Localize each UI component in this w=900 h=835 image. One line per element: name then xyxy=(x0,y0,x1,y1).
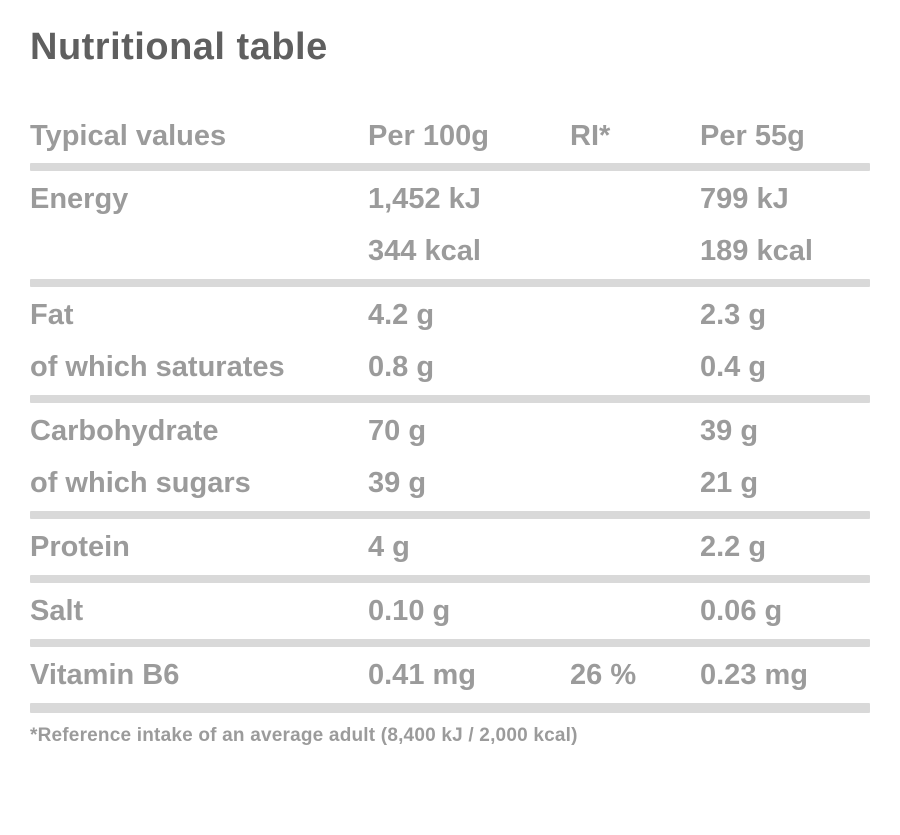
table-row-protein: Protein 4 g 2.2 g xyxy=(30,521,870,573)
value-per-100g: 39 g xyxy=(368,466,427,499)
row-label: Carbohydrate xyxy=(30,414,219,447)
value-per-portion: 0.06 g xyxy=(700,594,783,627)
table-row-energy-kj: Energy 1,452 kJ 799 kJ xyxy=(30,173,870,225)
value-per-portion: 2.2 g xyxy=(700,530,767,563)
value-per-portion: 189 kcal xyxy=(700,234,813,267)
row-label: of which sugars xyxy=(30,466,251,499)
row-label: Vitamin B6 xyxy=(30,658,180,691)
row-divider xyxy=(30,511,870,519)
value-per-portion: 39 g xyxy=(700,414,759,447)
table-row-energy-kcal: 344 kcal 189 kcal xyxy=(30,225,870,277)
header-per-100g: Per 100g xyxy=(368,119,489,152)
value-per-100g: 0.10 g xyxy=(368,594,451,627)
page-title: Nutritional table xyxy=(30,26,328,68)
reference-intake-footnote: *Reference intake of an average adult (8… xyxy=(30,725,578,746)
value-per-100g: 1,452 kJ xyxy=(368,182,481,215)
value-per-portion: 0.4 g xyxy=(700,350,767,383)
value-per-100g: 344 kcal xyxy=(368,234,481,267)
row-divider xyxy=(30,639,870,647)
value-per-portion: 0.23 mg xyxy=(700,658,808,691)
bottom-divider xyxy=(30,703,870,713)
value-per-100g: 4 g xyxy=(368,530,410,563)
table-header-row: Typical values Per 100g RI* Per 55g xyxy=(30,111,870,161)
value-per-portion: 21 g xyxy=(700,466,759,499)
value-per-100g: 0.8 g xyxy=(368,350,435,383)
header-ri: RI* xyxy=(570,119,611,152)
value-per-100g: 4.2 g xyxy=(368,298,435,331)
nutrition-panel: Nutritional table Typical values Per 100… xyxy=(30,26,870,747)
row-label: of which saturates xyxy=(30,350,285,383)
nutrition-table: Typical values Per 100g RI* Per 55g Ener… xyxy=(30,111,870,747)
value-ri: 26 % xyxy=(570,658,637,691)
value-per-portion: 2.3 g xyxy=(700,298,767,331)
header-divider xyxy=(30,163,870,171)
row-divider xyxy=(30,279,870,287)
table-row-carbohydrate: Carbohydrate 70 g 39 g xyxy=(30,405,870,457)
row-label: Energy xyxy=(30,182,129,215)
row-label: Protein xyxy=(30,530,130,563)
value-per-100g: 70 g xyxy=(368,414,427,447)
value-per-100g: 0.41 mg xyxy=(368,658,476,691)
table-row-vitamin-b6: Vitamin B6 0.41 mg 26 % 0.23 mg xyxy=(30,649,870,701)
row-divider xyxy=(30,575,870,583)
row-label: Salt xyxy=(30,594,84,627)
header-per-portion: Per 55g xyxy=(700,119,805,152)
table-row-saturates: of which saturates 0.8 g 0.4 g xyxy=(30,341,870,393)
row-divider xyxy=(30,395,870,403)
table-row-fat: Fat 4.2 g 2.3 g xyxy=(30,289,870,341)
table-row-sugars: of which sugars 39 g 21 g xyxy=(30,457,870,509)
table-row-salt: Salt 0.10 g 0.06 g xyxy=(30,585,870,637)
value-per-portion: 799 kJ xyxy=(700,182,789,215)
header-typical-values: Typical values xyxy=(30,119,227,152)
row-label: Fat xyxy=(30,298,74,331)
